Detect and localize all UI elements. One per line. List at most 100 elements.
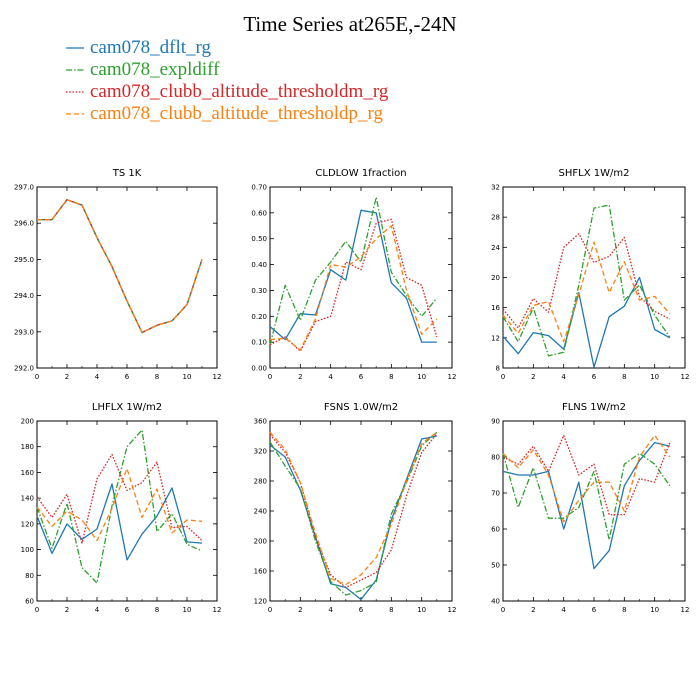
x-tick-label: 8 bbox=[155, 373, 159, 381]
x-tick-label: 2 bbox=[298, 606, 302, 614]
x-tick-label: 10 bbox=[417, 373, 426, 381]
x-tick-label: 10 bbox=[417, 606, 426, 614]
plot-frame bbox=[269, 186, 453, 369]
x-tick-label: 10 bbox=[183, 373, 192, 381]
series-line-cam078_clubb_altitude_thresholdp_rg bbox=[269, 431, 438, 586]
series-line-cam078_clubb_altitude_thresholdm_rg bbox=[269, 218, 438, 352]
y-tick-label: 120 bbox=[254, 598, 267, 606]
y-tick-label: 297.0 bbox=[14, 184, 34, 192]
x-tick-label: 8 bbox=[622, 606, 626, 614]
y-tick-label: 120 bbox=[21, 520, 34, 528]
x-tick-label: 4 bbox=[328, 606, 333, 614]
series-line-cam078_expldiff bbox=[37, 199, 203, 334]
series-line-cam078_clubb_altitude_thresholdp_rg bbox=[36, 467, 203, 542]
x-tick-label: 12 bbox=[681, 373, 690, 381]
series-line-cam078_clubb_altitude_thresholdp_rg bbox=[269, 225, 438, 351]
y-tick-label: 0.30 bbox=[251, 287, 267, 295]
series-line-cam078_clubb_altitude_thresholdm_rg bbox=[502, 434, 671, 516]
series-line-cam078_clubb_altitude_thresholdm_rg bbox=[269, 433, 438, 589]
legend-swatch bbox=[66, 47, 84, 49]
y-tick-label: 28 bbox=[491, 214, 500, 222]
x-tick-label: 2 bbox=[531, 373, 535, 381]
chart-panel: FLNS 1W/m2 0 2 4 6 8 10 12 40 50 60 70 80 90 bbox=[491, 402, 689, 614]
y-tick-label: 0.00 bbox=[251, 365, 267, 373]
y-tick-label: 360 bbox=[254, 418, 267, 426]
legend-swatch bbox=[66, 69, 84, 71]
x-tick-label: 10 bbox=[650, 606, 659, 614]
series-line-cam078_dflt_rg bbox=[36, 483, 203, 561]
y-tick-label: 80 bbox=[491, 454, 500, 462]
y-tick-label: 24 bbox=[491, 244, 500, 252]
series-line-cam078_dflt_rg bbox=[502, 276, 671, 368]
y-tick-label: 280 bbox=[254, 478, 267, 486]
series-line-cam078_expldiff bbox=[269, 431, 438, 596]
series-line-cam078_clubb_altitude_thresholdp_rg bbox=[37, 199, 203, 334]
x-tick-label: 0 bbox=[501, 373, 505, 381]
y-tick-label: 240 bbox=[254, 508, 267, 516]
series-line-cam078_dflt_rg bbox=[502, 441, 670, 570]
x-tick-label: 8 bbox=[155, 606, 159, 614]
y-tick-label: 295.0 bbox=[14, 256, 34, 264]
x-tick-label: 6 bbox=[359, 606, 364, 614]
x-tick-label: 6 bbox=[592, 373, 597, 381]
y-tick-label: 0.40 bbox=[251, 261, 267, 269]
y-tick-label: 140 bbox=[21, 495, 34, 503]
y-tick-label: 8 bbox=[496, 365, 500, 373]
y-tick-label: 50 bbox=[491, 562, 500, 570]
y-tick-label: 293.0 bbox=[14, 328, 34, 336]
panel-title: SHFLX 1W/m2 bbox=[559, 168, 630, 179]
chart-panel: TS 1K 0 2 4 6 8 10 12 292.0 293.0 294.0 295.0 296.0 2… bbox=[14, 168, 222, 381]
x-tick-label: 0 bbox=[501, 606, 505, 614]
legend-label: cam078_clubb_altitude_thresholdp_rg bbox=[90, 103, 384, 124]
x-tick-label: 12 bbox=[681, 606, 690, 614]
legend-swatch bbox=[66, 113, 84, 115]
panel-title: LHFLX 1W/m2 bbox=[92, 402, 162, 413]
y-tick-label: 100 bbox=[21, 546, 34, 554]
y-tick-label: 0.60 bbox=[251, 209, 267, 217]
series-line-cam078_expldiff bbox=[502, 204, 671, 357]
x-tick-label: 10 bbox=[650, 373, 659, 381]
y-tick-label: 90 bbox=[491, 418, 500, 426]
x-tick-label: 8 bbox=[622, 373, 626, 381]
panel-title: FSNS 1.0W/m2 bbox=[324, 402, 398, 413]
y-tick-label: 0.20 bbox=[251, 313, 267, 321]
x-tick-label: 2 bbox=[65, 606, 69, 614]
y-tick-label: 80 bbox=[25, 572, 34, 580]
y-tick-label: 40 bbox=[491, 598, 500, 606]
panel-title: FLNS 1W/m2 bbox=[562, 402, 626, 413]
panel-title: TS 1K bbox=[112, 168, 142, 179]
panel-title: CLDLOW 1fraction bbox=[315, 168, 406, 179]
x-tick-label: 4 bbox=[95, 373, 100, 381]
x-tick-label: 4 bbox=[328, 373, 333, 381]
legend-label: cam078_clubb_altitude_thresholdm_rg bbox=[90, 81, 389, 102]
series-line-cam078_dflt_rg bbox=[269, 209, 437, 343]
series-line-cam078_clubb_altitude_thresholdm_rg bbox=[37, 199, 203, 334]
x-tick-label: 10 bbox=[183, 606, 192, 614]
y-tick-label: 60 bbox=[491, 526, 500, 534]
x-tick-label: 6 bbox=[125, 606, 130, 614]
legend-label: cam078_expldiff bbox=[90, 59, 220, 80]
x-tick-label: 0 bbox=[35, 606, 39, 614]
y-tick-label: 0.70 bbox=[251, 184, 267, 192]
series-line-cam078_expldiff bbox=[36, 429, 203, 584]
series-line-cam078_clubb_altitude_thresholdm_rg bbox=[502, 233, 671, 329]
series-line-cam078_expldiff bbox=[269, 196, 438, 345]
y-tick-label: 32 bbox=[491, 184, 500, 192]
x-tick-label: 4 bbox=[95, 606, 100, 614]
plot-frame bbox=[502, 186, 686, 369]
y-tick-label: 0.50 bbox=[251, 235, 267, 243]
y-tick-label: 160 bbox=[21, 469, 34, 477]
x-tick-label: 2 bbox=[531, 606, 535, 614]
series-line-cam078_clubb_altitude_thresholdm_rg bbox=[36, 453, 203, 544]
x-tick-label: 8 bbox=[389, 373, 393, 381]
y-tick-label: 160 bbox=[254, 568, 267, 576]
chart-panel: LHFLX 1W/m2 0 2 4 6 8 10 12 60 80 100 120 140 160 180 2… bbox=[21, 402, 222, 614]
y-tick-label: 292.0 bbox=[14, 365, 34, 373]
y-tick-label: 200 bbox=[21, 418, 34, 426]
legend-label: cam078_dflt_rg bbox=[90, 37, 212, 58]
x-tick-label: 12 bbox=[213, 373, 222, 381]
x-tick-label: 12 bbox=[448, 606, 457, 614]
y-tick-label: 20 bbox=[491, 274, 500, 282]
x-tick-label: 12 bbox=[213, 606, 222, 614]
